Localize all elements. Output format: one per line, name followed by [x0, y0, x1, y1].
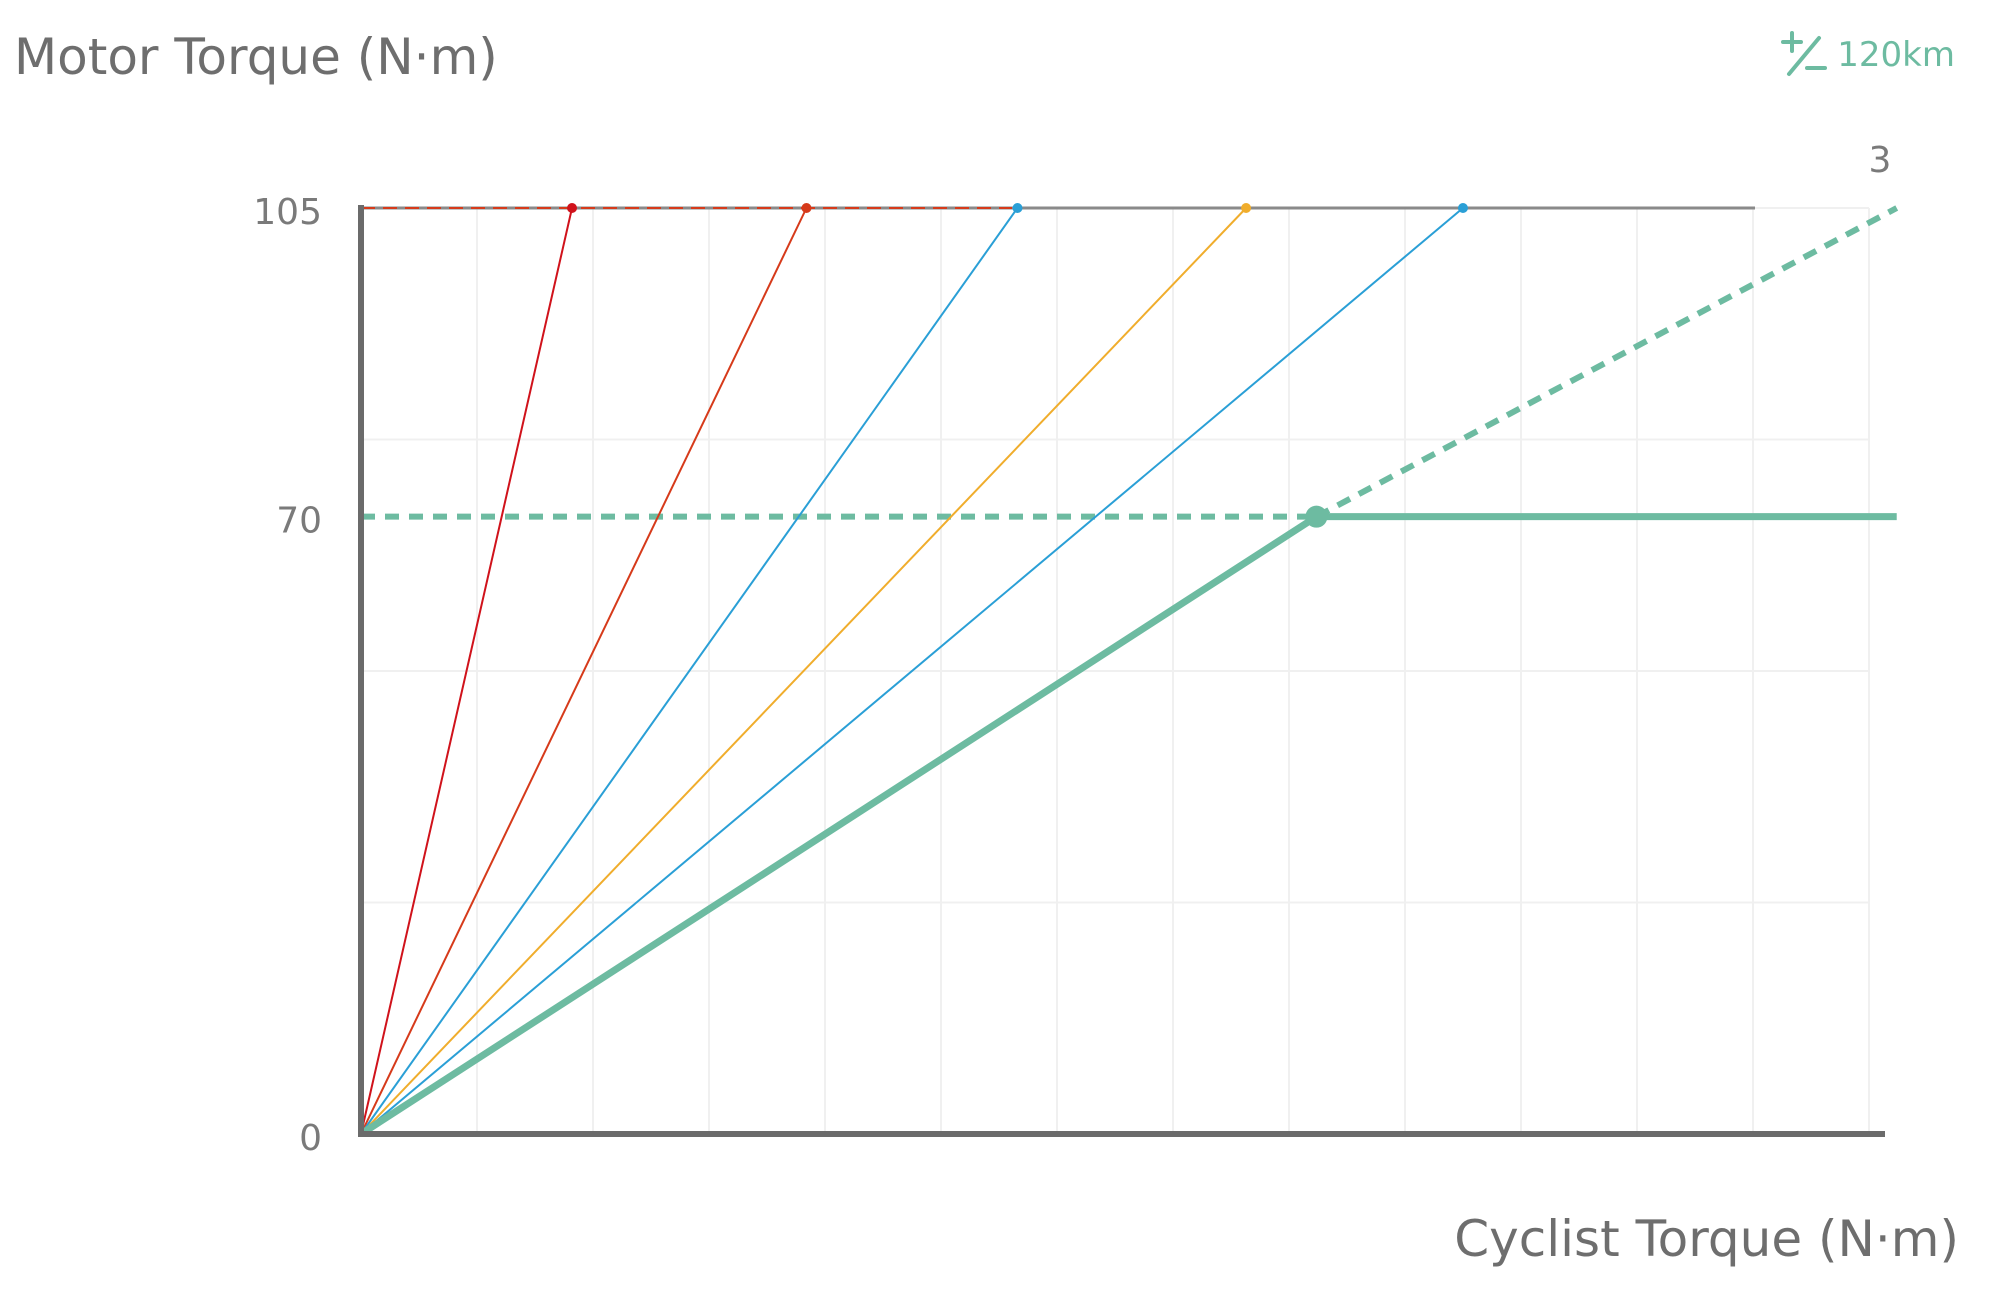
tick-labels: 0 70 105 [253, 192, 322, 1159]
series-endpoint-2 [801, 203, 812, 213]
series-endpoint-3 [1012, 203, 1023, 213]
series-end-label: 3 [1869, 140, 1892, 181]
y-tick-label: 0 [299, 1118, 322, 1159]
axes [358, 205, 1885, 1137]
series-line-2 [360, 207, 808, 1135]
series-endpoint-4 [1241, 203, 1252, 213]
plus-minus-icon [1781, 31, 1828, 76]
series-line-4 [360, 207, 1247, 1135]
y-tick-label: 105 [253, 192, 322, 233]
range-value: 120km [1837, 35, 1955, 75]
series-layer [359, 203, 1899, 1137]
range-indicator[interactable]: 120km [1779, 30, 1955, 80]
reference-lines [361, 206, 1755, 520]
series-line-1 [360, 207, 573, 1135]
y-tick-label: 70 [276, 501, 322, 542]
series-line-3 [360, 207, 1019, 1135]
active-point-marker [1305, 505, 1328, 528]
series-endpoint-1 [567, 203, 578, 213]
series-line-5 [360, 207, 1464, 1135]
y-axis-title: Motor Torque (N·m) [14, 28, 498, 86]
active-extension-dashed [1315, 205, 1899, 520]
x-axis-title: Cyclist Torque (N·m) [1454, 1210, 1959, 1268]
grid [361, 207, 1870, 1134]
series-endpoint-5 [1457, 203, 1468, 213]
series-line-6 [359, 513, 1897, 1137]
